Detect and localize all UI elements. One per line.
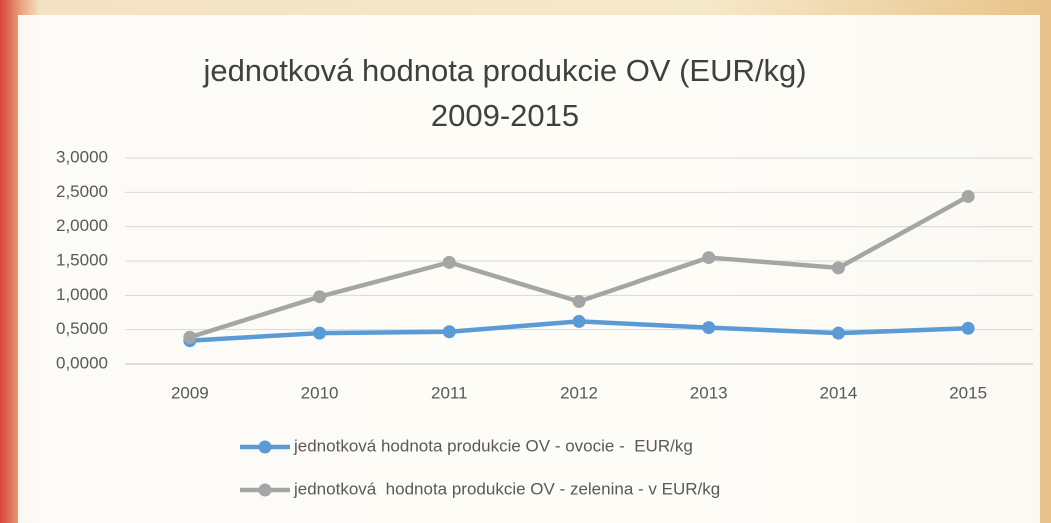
point <box>443 325 456 338</box>
x-tick-label: 2011 <box>431 383 468 402</box>
y-tick-label: 0,5000 <box>56 319 108 338</box>
point <box>573 295 586 308</box>
point <box>183 331 196 344</box>
y-tick-label: 2,5000 <box>56 182 108 201</box>
point <box>962 190 975 203</box>
x-tick-label: 2010 <box>301 383 339 402</box>
point <box>832 261 845 274</box>
chart-title: 2009-2015 <box>431 98 579 133</box>
x-tick-label: 2015 <box>949 383 987 402</box>
x-tick-label: 2009 <box>171 383 209 402</box>
legend-marker <box>259 441 272 454</box>
point <box>702 251 715 264</box>
legend-label: jednotková hodnota produkcie OV - zeleni… <box>293 479 720 498</box>
point <box>573 315 586 328</box>
page: {"chart_data": {"type": "line", "title":… <box>0 0 1051 523</box>
legend-label: jednotková hodnota produkcie OV - ovocie… <box>293 436 693 455</box>
y-tick-label: 1,5000 <box>56 250 108 269</box>
legend-marker <box>259 484 272 497</box>
y-tick-label: 2,0000 <box>56 216 108 235</box>
y-tick-label: 3,0000 <box>56 147 108 166</box>
x-tick-label: 2012 <box>560 383 598 402</box>
point <box>313 327 326 340</box>
x-tick-label: 2013 <box>690 383 728 402</box>
point <box>962 322 975 335</box>
y-tick-label: 1,0000 <box>56 285 108 304</box>
y-tick-label: 0,0000 <box>56 353 108 372</box>
point <box>702 321 715 334</box>
point <box>443 256 456 269</box>
chart-title: jednotková hodnota produkcie OV (EUR/kg) <box>202 53 806 88</box>
point <box>313 290 326 303</box>
x-tick-label: 2014 <box>820 383 858 402</box>
chart: jednotková hodnota produkcie OV (EUR/kg)… <box>0 0 1051 523</box>
point <box>832 327 845 340</box>
